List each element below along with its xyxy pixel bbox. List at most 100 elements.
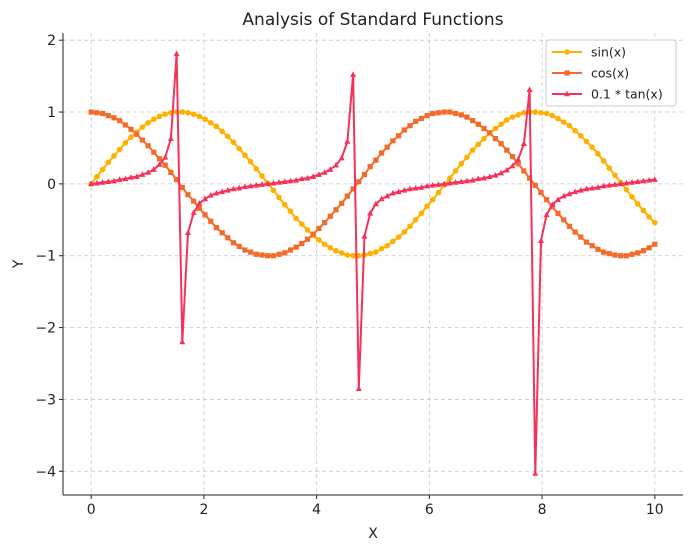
data-point (629, 251, 635, 257)
data-point (116, 146, 123, 153)
data-point (253, 251, 259, 257)
legend-marker (564, 90, 570, 97)
data-point (549, 201, 556, 208)
data-point (469, 176, 476, 183)
data-point (498, 169, 505, 176)
data-point (640, 177, 647, 184)
data-point (503, 117, 510, 123)
data-point (441, 180, 448, 187)
data-point (356, 179, 362, 185)
x-tick-label: 0 (87, 502, 96, 518)
data-point (577, 187, 584, 193)
data-point (515, 112, 521, 118)
data-point (583, 138, 590, 145)
data-point (412, 184, 419, 191)
data-point (515, 161, 521, 167)
data-point (111, 153, 117, 159)
data-point (253, 182, 260, 188)
data-point (378, 195, 385, 202)
x-tick-label: 2 (199, 502, 208, 518)
data-point (333, 207, 339, 213)
data-point (561, 217, 567, 223)
data-point (600, 182, 607, 189)
chart-title: Analysis of Standard Functions (242, 10, 503, 30)
data-point (236, 243, 242, 249)
series-line (91, 111, 656, 257)
data-point (128, 174, 135, 180)
data-point (219, 188, 226, 195)
data-point (646, 214, 652, 220)
data-point (424, 203, 430, 209)
data-point (543, 211, 550, 218)
data-point (578, 132, 584, 139)
data-point (202, 212, 208, 218)
data-point (327, 213, 333, 219)
data-point (458, 178, 465, 185)
data-point (270, 187, 277, 194)
data-point (99, 110, 106, 117)
data-point (202, 195, 209, 202)
data-point (418, 210, 425, 217)
data-point (242, 152, 248, 158)
data-point (316, 225, 322, 232)
data-point (458, 112, 464, 118)
data-point (139, 137, 146, 143)
data-point (145, 169, 152, 175)
legend: sin(x) cos(x) 0.1 * tan(x) (545, 39, 677, 107)
data-point (225, 235, 231, 241)
data-point (583, 239, 590, 245)
data-point (652, 241, 658, 247)
legend-label: 0.1 * tan(x) (591, 87, 663, 102)
data-point (606, 165, 613, 171)
data-point (555, 196, 562, 202)
data-point (321, 169, 328, 175)
data-point (361, 233, 368, 239)
data-point (259, 173, 265, 179)
data-point (116, 176, 123, 182)
data-point (236, 184, 243, 191)
data-point (105, 113, 111, 119)
data-point (230, 139, 237, 146)
data-point (555, 115, 561, 122)
data-point (162, 111, 168, 117)
data-point (441, 109, 447, 115)
data-point (589, 144, 595, 151)
data-point (384, 144, 390, 150)
data-point (179, 184, 185, 191)
data-point (549, 112, 556, 119)
data-point (532, 470, 539, 476)
data-point (384, 192, 391, 199)
data-point (463, 177, 470, 184)
data-point (458, 160, 465, 167)
data-point (134, 131, 140, 137)
data-point (481, 135, 487, 142)
data-point (322, 220, 328, 226)
data-point (367, 250, 373, 257)
data-point (367, 164, 373, 170)
data-point (344, 252, 351, 258)
data-point (640, 248, 647, 254)
data-point (298, 175, 305, 182)
data-point (270, 253, 276, 259)
data-point (544, 197, 550, 203)
data-point (623, 186, 630, 193)
data-point (646, 176, 653, 183)
data-point (162, 154, 169, 160)
data-point (247, 182, 254, 189)
data-point (299, 240, 305, 247)
data-point (435, 181, 442, 187)
data-point (532, 182, 538, 188)
data-point (515, 156, 522, 162)
data-point (173, 50, 180, 57)
data-point (150, 166, 157, 172)
data-point (640, 207, 647, 214)
x-tick-label: 4 (312, 502, 321, 518)
data-point (242, 247, 248, 253)
data-point (105, 159, 112, 166)
data-point (230, 185, 237, 192)
data-point (407, 123, 413, 129)
data-point (344, 193, 350, 199)
series-2 (88, 50, 658, 476)
data-point (156, 156, 163, 162)
data-point (470, 118, 476, 124)
